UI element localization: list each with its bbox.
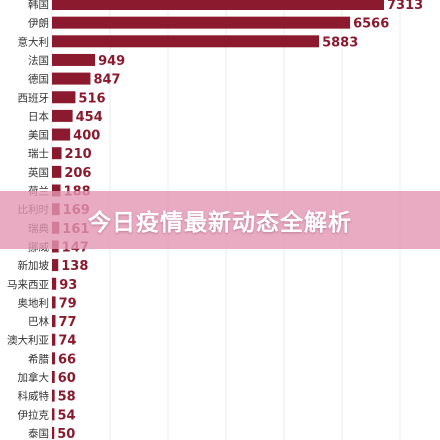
category-label: 巴林 — [28, 315, 49, 328]
banner-title: 今日疫情最新动态全解析 — [88, 210, 352, 236]
bar — [52, 408, 55, 421]
bar — [52, 296, 56, 309]
bar — [52, 72, 91, 85]
bar — [52, 333, 56, 346]
value-label: 79 — [59, 296, 77, 311]
category-label: 伊拉克 — [18, 408, 50, 421]
category-label: 美国 — [28, 129, 49, 142]
value-label: 5883 — [322, 35, 358, 50]
value-label: 93 — [59, 278, 77, 293]
category-label: 日本 — [28, 110, 49, 123]
bar — [52, 16, 351, 29]
value-label: 210 — [65, 147, 92, 162]
category-label: 瑞士 — [28, 147, 49, 160]
category-label: 伊朗 — [28, 18, 49, 30]
category-label: 马来西亚 — [7, 279, 49, 291]
value-label: 58 — [58, 390, 76, 405]
title-banner: 今日疫情最新动态全解析 — [0, 191, 440, 249]
category-label: 新加坡 — [18, 259, 50, 272]
bar — [52, 35, 320, 48]
value-label: 949 — [98, 54, 125, 69]
category-label: 泰国 — [28, 427, 49, 440]
value-label: 516 — [78, 91, 105, 106]
bar — [52, 91, 76, 104]
value-label: 6566 — [353, 17, 389, 32]
value-label: 60 — [58, 371, 76, 386]
category-label: 奥地利 — [18, 296, 50, 309]
bars — [52, 0, 384, 439]
bar — [52, 53, 96, 66]
category-label: 希腊 — [28, 352, 49, 365]
value-label: 77 — [58, 315, 76, 330]
value-label: 454 — [76, 110, 103, 125]
category-label: 法国 — [28, 54, 49, 67]
bar — [52, 352, 55, 365]
value-label: 66 — [58, 352, 76, 367]
bar — [52, 277, 57, 290]
value-label: 7313 — [387, 0, 423, 13]
category-label: 韩国 — [28, 0, 49, 11]
value-label: 206 — [64, 166, 91, 181]
bar — [52, 184, 61, 197]
value-label: 54 — [57, 408, 75, 423]
category-label: 英国 — [28, 166, 49, 179]
value-label: 400 — [73, 129, 100, 144]
category-label: 科威特 — [18, 390, 50, 403]
category-label: 德国 — [28, 73, 49, 86]
value-label: 74 — [58, 334, 76, 349]
category-label: 加拿大 — [18, 371, 50, 384]
value-label: 138 — [61, 259, 88, 274]
category-label: 意大利 — [18, 35, 50, 48]
bar — [52, 426, 55, 439]
bar — [52, 165, 62, 178]
category-label: 西班牙 — [18, 92, 50, 104]
bar — [52, 109, 73, 122]
value-label: 50 — [57, 427, 75, 440]
value-label: 847 — [93, 73, 120, 88]
bar — [52, 315, 56, 328]
category-label: 澳大利亚 — [7, 334, 49, 347]
bar — [52, 371, 55, 383]
bar — [52, 259, 59, 272]
bar — [52, 389, 55, 402]
bar — [52, 0, 384, 10]
bar — [52, 147, 62, 160]
bar — [52, 128, 71, 141]
